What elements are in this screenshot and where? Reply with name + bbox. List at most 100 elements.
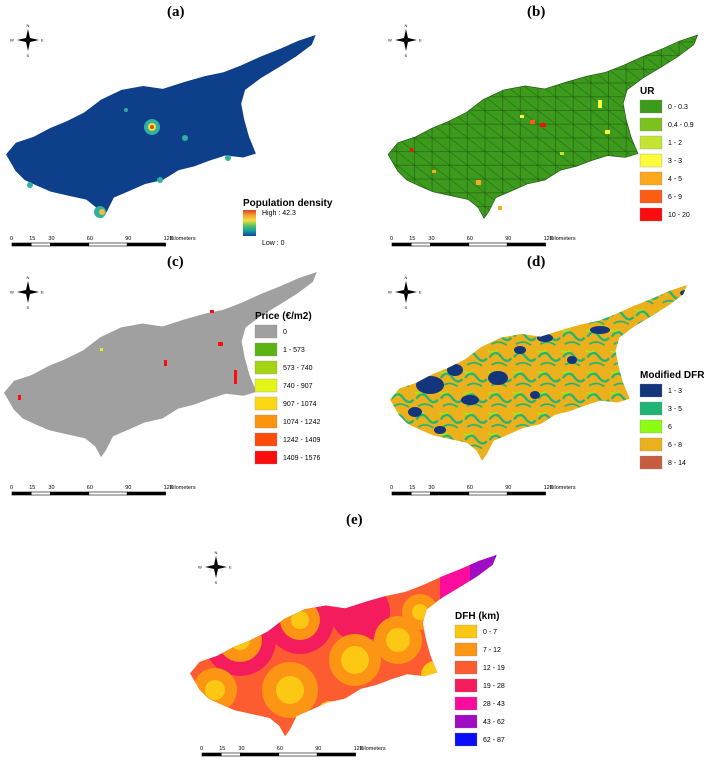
compass-e: E bbox=[41, 38, 44, 43]
legend-swatch bbox=[254, 450, 278, 465]
compass-e: E bbox=[229, 565, 232, 570]
scale-unit: Kilometers bbox=[550, 485, 576, 491]
legend-d: Modified DFR 1 - 3 3 - 5 6 6 - 8 8 - 14 bbox=[639, 370, 705, 470]
legend-label: 907 - 1074 bbox=[283, 401, 317, 408]
legend-swatch bbox=[254, 378, 278, 393]
scale-bar-segment bbox=[50, 242, 90, 247]
panel-label-d: (d) bbox=[527, 254, 546, 270]
ur-highlights bbox=[410, 100, 610, 210]
scale-tick-label: 60 bbox=[277, 746, 283, 752]
scale-tick-label: 120 bbox=[164, 485, 173, 491]
scale-bar-segment bbox=[11, 242, 32, 247]
legend-label: 3 - 5 bbox=[668, 406, 682, 413]
scale-bar-segment bbox=[391, 491, 412, 496]
legend-swatch bbox=[454, 696, 478, 711]
scale-tick-label: 30 bbox=[48, 236, 54, 242]
dfr-low-zones bbox=[408, 290, 688, 434]
scale-unit: Kilometers bbox=[170, 236, 196, 242]
compass-s: S bbox=[215, 580, 218, 585]
legend-label: 0 - 7 bbox=[483, 629, 497, 636]
legend-swatch bbox=[454, 624, 478, 639]
legend-title-a: Population density bbox=[243, 198, 333, 209]
compass-s: S bbox=[27, 53, 30, 58]
scale-bar-segment bbox=[468, 242, 508, 247]
scale-bar-segment bbox=[430, 491, 470, 496]
price-hotspots bbox=[18, 310, 237, 400]
legend-label: 3 - 3 bbox=[668, 158, 682, 165]
legend-label: 1 - 3 bbox=[668, 388, 682, 395]
legend-label: 0 bbox=[283, 329, 287, 336]
scale-tick-label: 90 bbox=[125, 236, 131, 242]
map-panel-a: N S W E Population density High : 42.3 L… bbox=[6, 23, 333, 247]
scale-tick-label: 60 bbox=[467, 236, 473, 242]
scale-bar-segment bbox=[468, 491, 508, 496]
compass-e: E bbox=[419, 38, 422, 43]
legend-swatch bbox=[454, 660, 478, 675]
legend-title: UR bbox=[640, 86, 655, 97]
scale-bar-segment bbox=[430, 242, 470, 247]
scale-bar-segment bbox=[410, 242, 431, 247]
scale-bar-segment bbox=[410, 491, 431, 496]
legend-label: 573 - 740 bbox=[283, 365, 313, 372]
scale-bar-segment bbox=[30, 491, 51, 496]
legend-swatch bbox=[254, 414, 278, 429]
legend-swatch bbox=[639, 153, 663, 168]
legend-label: 0.4 - 0.9 bbox=[668, 122, 694, 129]
legend-swatch bbox=[454, 732, 478, 747]
scale-tick-label: 0 bbox=[390, 485, 393, 491]
compass-n: N bbox=[405, 23, 408, 28]
legend-label: 1409 - 1576 bbox=[283, 455, 320, 462]
scale-bar-segment bbox=[126, 242, 166, 247]
legend-swatch bbox=[639, 437, 663, 452]
scale-bar-segment bbox=[506, 242, 546, 247]
legend-b: UR 0 - 0.3 0.4 - 0.9 1 - 2 3 - 3 4 - 5 6 - 9 10… bbox=[639, 86, 694, 222]
population-hotspots bbox=[27, 108, 231, 218]
legend-label: 1074 - 1242 bbox=[283, 419, 320, 426]
scale-tick-label: 30 bbox=[428, 236, 434, 242]
compass-n: N bbox=[405, 275, 408, 280]
compass-n: N bbox=[27, 275, 30, 280]
compass-w: W bbox=[388, 290, 392, 295]
map-panel-d: N S W E Modified DFR 1 - 3 3 - 5 6 6 - 8 8 - … bbox=[388, 275, 705, 496]
compass-rose-e: N S W E bbox=[198, 550, 232, 585]
scale-bar-segment bbox=[220, 752, 241, 757]
legend-swatch bbox=[639, 419, 663, 434]
panel-label-c: (c) bbox=[167, 254, 184, 270]
scale-tick-label: 90 bbox=[505, 236, 511, 242]
compass-s: S bbox=[405, 53, 408, 58]
scale-tick-label: 0 bbox=[390, 236, 393, 242]
scale-bar-segment bbox=[88, 491, 128, 496]
legend-label: 6 bbox=[668, 424, 672, 431]
scale-tick-label: 60 bbox=[87, 485, 93, 491]
scale-tick-label: 15 bbox=[219, 746, 225, 752]
legend-label: 1242 - 1409 bbox=[283, 437, 320, 444]
legend-swatch bbox=[639, 171, 663, 186]
scale-bar-segment bbox=[240, 752, 280, 757]
scale-bar-segment bbox=[50, 491, 90, 496]
map-panel-b: N S W E UR 0 - 0.3 0.4 - 0.9 1 - 2 3 - 3 4 - … bbox=[387, 23, 699, 247]
legend-swatch bbox=[639, 117, 663, 132]
compass-w: W bbox=[388, 38, 392, 43]
legend-swatch bbox=[254, 360, 278, 375]
compass-w: W bbox=[10, 290, 14, 295]
legend-swatch bbox=[454, 642, 478, 657]
legend-label: 28 - 43 bbox=[483, 701, 505, 708]
legend-label: 740 - 907 bbox=[283, 383, 313, 390]
legend-swatch bbox=[639, 207, 663, 222]
compass-rose-a: N S W E bbox=[10, 23, 44, 58]
legend-label: 43 - 62 bbox=[483, 719, 505, 726]
legend-label: 0 - 0.3 bbox=[668, 104, 688, 111]
legend-swatch bbox=[254, 396, 278, 411]
compass-w: W bbox=[198, 565, 202, 570]
legend-swatch bbox=[454, 714, 478, 729]
legend-swatch bbox=[639, 189, 663, 204]
scale-tick-label: 0 bbox=[10, 236, 13, 242]
panel-label-b: (b) bbox=[527, 4, 546, 20]
legend-a: Population density High : 42.3 Low : 0 bbox=[243, 198, 333, 247]
scale-tick-label: 0 bbox=[200, 746, 203, 752]
legend-swatch bbox=[639, 99, 663, 114]
